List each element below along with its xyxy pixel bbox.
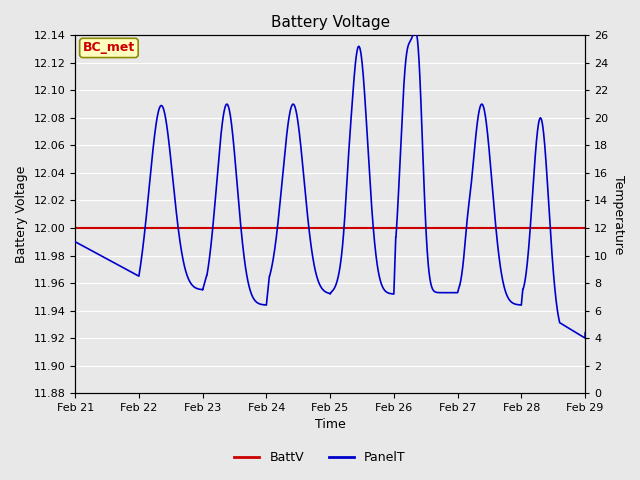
Y-axis label: Temperature: Temperature (612, 175, 625, 254)
Legend: BattV, PanelT: BattV, PanelT (229, 446, 411, 469)
X-axis label: Time: Time (315, 419, 346, 432)
Y-axis label: Battery Voltage: Battery Voltage (15, 166, 28, 263)
Title: Battery Voltage: Battery Voltage (271, 15, 390, 30)
Text: BC_met: BC_met (83, 41, 135, 54)
